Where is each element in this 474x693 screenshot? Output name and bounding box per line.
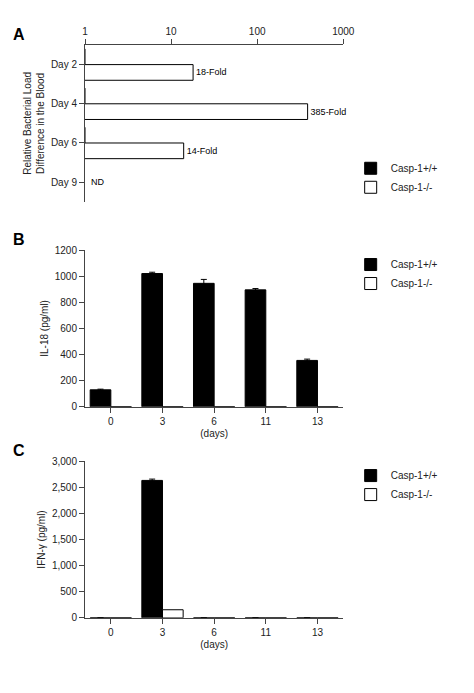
svg-text:Day 9: Day 9: [51, 177, 78, 188]
svg-text:1,000: 1,000: [52, 560, 77, 571]
svg-text:2,000: 2,000: [52, 508, 77, 519]
svg-text:100: 100: [249, 26, 266, 37]
svg-text:0: 0: [108, 627, 114, 638]
svg-text:0: 0: [71, 401, 77, 412]
svg-text:1000: 1000: [55, 271, 78, 282]
svg-text:Casp-1+/+: Casp-1+/+: [391, 470, 438, 481]
svg-text:Relative Bacterial LoadDiffere: Relative Bacterial LoadDifference in the…: [22, 72, 46, 175]
svg-text:13: 13: [312, 416, 324, 427]
svg-text:400: 400: [60, 349, 77, 360]
svg-text:200: 200: [60, 375, 77, 386]
svg-text:3: 3: [160, 416, 166, 427]
svg-text:3,000: 3,000: [52, 456, 77, 467]
svg-text:Casp-1-/-: Casp-1-/-: [391, 489, 433, 500]
svg-text:14-Fold: 14-Fold: [187, 146, 218, 156]
svg-text:1200: 1200: [55, 245, 78, 256]
svg-text:1,500: 1,500: [52, 534, 77, 545]
svg-text:11: 11: [261, 416, 272, 427]
svg-text:Day 4: Day 4: [51, 98, 78, 109]
svg-text:0: 0: [108, 416, 114, 427]
svg-text:500: 500: [60, 586, 77, 597]
svg-text:(days): (days): [200, 428, 228, 439]
svg-text:ND: ND: [91, 177, 104, 187]
svg-text:11: 11: [261, 627, 272, 638]
svg-text:385-Fold: 385-Fold: [311, 107, 347, 117]
svg-text:600: 600: [60, 323, 77, 334]
svg-text:Casp-1+/+: Casp-1+/+: [391, 163, 438, 174]
svg-text:3: 3: [160, 627, 166, 638]
svg-text:(days): (days): [200, 639, 228, 650]
svg-text:0: 0: [71, 612, 77, 623]
svg-text:Casp-1-/-: Casp-1-/-: [391, 182, 433, 193]
svg-text:1000: 1000: [332, 26, 355, 37]
svg-text:800: 800: [60, 297, 77, 308]
svg-text:6: 6: [211, 416, 217, 427]
svg-text:13: 13: [312, 627, 324, 638]
svg-text:B: B: [13, 231, 25, 248]
svg-text:6: 6: [211, 627, 217, 638]
svg-text:Day 6: Day 6: [51, 137, 78, 148]
svg-text:Day 2: Day 2: [51, 59, 78, 70]
svg-text:IL-18 (pg/ml): IL-18 (pg/ml): [39, 300, 50, 357]
svg-text:18-Fold: 18-Fold: [196, 67, 227, 77]
svg-text:1: 1: [82, 26, 88, 37]
svg-text:10: 10: [166, 26, 178, 37]
svg-text:IFN-γ (pg/ml): IFN-γ (pg/ml): [36, 510, 47, 568]
svg-text:Casp-1+/+: Casp-1+/+: [391, 259, 438, 270]
svg-text:2,500: 2,500: [52, 482, 77, 493]
svg-text:C: C: [13, 442, 25, 459]
svg-text:Casp-1-/-: Casp-1-/-: [391, 278, 433, 289]
svg-text:A: A: [13, 26, 25, 43]
